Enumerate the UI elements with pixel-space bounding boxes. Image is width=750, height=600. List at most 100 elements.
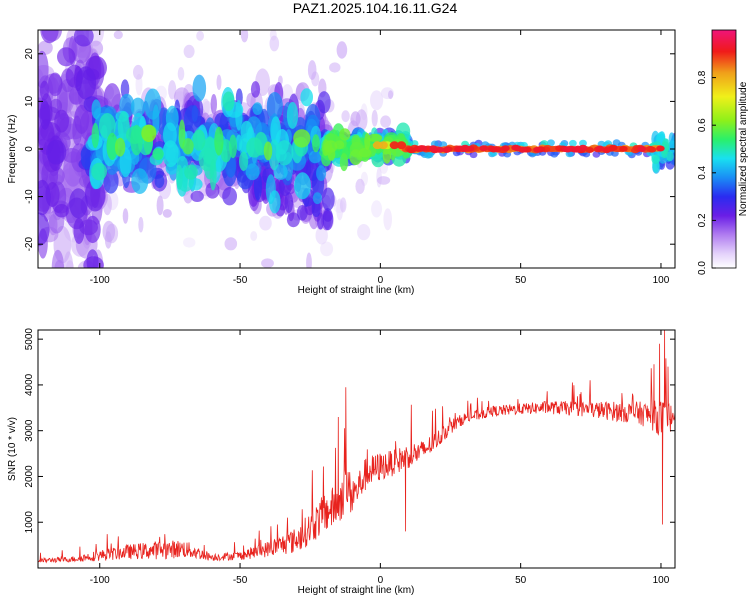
spectrogram-cell	[177, 67, 185, 81]
spectrogram-cell	[73, 217, 85, 244]
spectrogram-cell	[336, 41, 348, 59]
spectrogram-cell	[269, 35, 280, 52]
spectrogram-cell	[84, 215, 101, 244]
spectrogram-cell	[312, 134, 320, 153]
spectrogram-cell	[317, 91, 331, 114]
spectrogram-cell	[250, 231, 258, 241]
snr-frame	[37, 329, 676, 569]
spectrogram-cell	[321, 187, 335, 211]
spectrogram-cell	[389, 141, 400, 150]
spectrogram-cell	[637, 146, 647, 152]
colorbar-tick-label: 0.8	[697, 70, 708, 84]
spectrogram-cell	[329, 62, 341, 73]
spectrogram-cell	[245, 163, 260, 181]
spectrogram-cell	[103, 168, 119, 194]
spectrogram-cell	[306, 252, 312, 268]
spectrogram-cell	[162, 209, 172, 218]
spectrogram-cell	[661, 141, 670, 155]
spectrogram-cell	[367, 133, 383, 142]
spectrogram-cell	[371, 109, 378, 127]
snr-x-tick-label: 0	[378, 575, 384, 586]
spectrogram-cell	[666, 151, 674, 162]
spectrogram-cell	[377, 176, 391, 185]
spectrogram-cell	[378, 141, 388, 150]
spectrogram-cell	[358, 147, 372, 158]
snr-y-tick-label: 4000	[24, 373, 35, 396]
colorbar-label: Normalized spectral amplitude	[738, 81, 749, 216]
spectrogram-cell	[209, 159, 217, 191]
spectrogram-x-tick-label: 100	[653, 275, 670, 286]
snr-y-tick-label: 3000	[24, 419, 35, 442]
spectrogram-cell	[80, 144, 93, 170]
colorbar: 0.0 0.2 0.4 0.6 0.8 Normalized spectral ampl…	[697, 29, 749, 275]
spectrogram-cell	[435, 146, 445, 153]
spectrogram-cell	[322, 208, 334, 231]
snr-x-tick-label: -50	[233, 575, 248, 586]
spectrogram-cell	[382, 147, 392, 164]
spectrogram-cell	[518, 146, 527, 153]
spectrogram-cell	[252, 102, 263, 115]
spectrogram-cell	[294, 172, 311, 200]
spectrogram-cell	[320, 241, 334, 257]
spectrogram-cell	[113, 30, 123, 40]
spectrogram-cell	[38, 212, 50, 247]
spectrogram-cell	[261, 258, 274, 268]
spectrogram-cell	[176, 164, 183, 190]
spectrogram-cell	[286, 212, 300, 228]
spectrogram-cell	[91, 162, 107, 181]
spectrogram-cell	[240, 30, 249, 43]
spectrogram-cell	[428, 145, 438, 152]
spectrogram-x-tick-label: -100	[90, 275, 110, 286]
spectrogram-cell	[646, 145, 655, 152]
spectrogram-cell	[192, 74, 207, 102]
snr-series-line	[38, 330, 675, 564]
spectrogram-cell	[286, 101, 299, 129]
spectrogram-cell	[371, 151, 385, 168]
spectrogram-y-tick-label: 0	[24, 146, 35, 152]
spectrogram-cell	[418, 145, 428, 152]
spectrogram-y-tick-label: 20	[24, 48, 35, 60]
spectrogram-cell	[239, 151, 249, 171]
spectrogram-cell	[357, 224, 371, 241]
spectrogram-cell	[86, 249, 99, 268]
spectrogram-cell	[511, 144, 520, 151]
spectrogram-cell	[602, 147, 611, 154]
spectrogram-cell	[141, 124, 157, 143]
spectrogram-cell	[371, 200, 383, 218]
spectrogram-cell	[162, 140, 179, 168]
spectrogram-cell	[240, 120, 253, 143]
spectrogram-cell	[182, 138, 194, 155]
spectrogram-cell	[131, 168, 149, 195]
spectrogram-cell	[619, 145, 628, 152]
spectrogram-cell	[122, 208, 129, 224]
colorbar-tick-label: 0.6	[697, 118, 708, 132]
spectrogram-cell	[355, 178, 365, 194]
spectrogram-x-tick-label: 0	[378, 275, 384, 286]
spectrogram-cell	[547, 139, 555, 147]
spectrogram-cell	[388, 90, 394, 100]
spectrogram-x-tick-label: 50	[515, 275, 527, 286]
spectrogram-cell	[312, 192, 322, 205]
spectrogram-cell	[246, 137, 263, 158]
spectrogram-cell	[39, 100, 51, 130]
spectrogram-cells	[38, 30, 675, 268]
snr-y-tick-label: 2000	[24, 465, 35, 488]
spectrogram-cell	[307, 60, 317, 80]
spectrogram-cell	[569, 139, 577, 147]
spectrogram-cell	[69, 188, 88, 219]
spectrogram-cell	[205, 182, 220, 199]
spectrogram-cell	[154, 174, 165, 189]
spectrogram-cell	[130, 97, 146, 118]
spectrogram-cell	[216, 74, 222, 91]
colorbar-tick-label: 0.2	[697, 213, 708, 227]
spectrogram-cell	[406, 147, 416, 154]
spectrogram-cell	[56, 47, 76, 67]
spectrogram-y-tick-label: -20	[24, 237, 35, 252]
spectrogram-cell	[317, 212, 324, 230]
spectrogram-cell	[183, 237, 196, 248]
spectrogram-x-tick-label: -50	[233, 275, 248, 286]
spectrogram-cell	[38, 179, 51, 216]
spectrogram-cell	[370, 90, 384, 111]
